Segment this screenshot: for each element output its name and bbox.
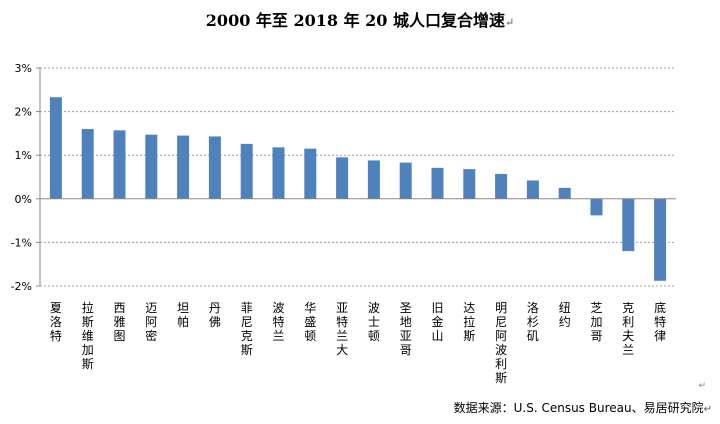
category-label: 拉斯维加斯 (82, 300, 94, 371)
category-label: 迈阿密 (145, 301, 157, 343)
category-label: 纽约 (559, 301, 571, 329)
bar (431, 167, 444, 199)
bar (654, 198, 667, 281)
bar (622, 198, 635, 252)
bar (399, 162, 412, 199)
category-label: 亚特兰大 (336, 301, 348, 357)
y-axis-ticks: 3% 2% 1% 0% -1% -2% (11, 62, 40, 293)
bar (463, 169, 476, 199)
y-tick-label: 0% (15, 193, 32, 206)
bar (558, 187, 571, 199)
category-label: 夏洛特 (50, 301, 62, 343)
bars (49, 97, 667, 281)
y-tick-label: 3% (15, 62, 32, 75)
category-label: 坦帕 (177, 301, 189, 329)
source-paragraph-mark: ↵ (703, 404, 712, 415)
category-label: 西雅图 (113, 301, 125, 343)
bar (177, 135, 190, 199)
source-note: 数据来源：U.S. Census Bureau、易居研究院↵ (454, 399, 712, 416)
bar (49, 97, 62, 199)
title-paragraph-mark: ↵ (504, 16, 515, 29)
category-label: 华盛顿 (304, 301, 316, 343)
y-tick-label: -1% (11, 236, 32, 249)
category-label: 底特律 (654, 300, 666, 343)
category-label: 达拉斯 (463, 301, 475, 343)
gridlines (40, 67, 676, 287)
bar (495, 173, 508, 199)
category-label: 圣地亚哥 (400, 301, 412, 357)
source-text: 数据来源：U.S. Census Bureau、易居研究院 (453, 401, 704, 415)
bar (240, 143, 253, 199)
category-label: 波士顿 (368, 301, 380, 343)
category-label: 菲尼克斯 (241, 301, 253, 357)
y-tick-label: 1% (15, 149, 32, 162)
bar (81, 129, 94, 199)
category-label: 丹佛 (209, 301, 221, 329)
category-label: 芝加哥 (590, 300, 602, 343)
category-label: 洛杉矶 (527, 300, 539, 343)
bar (272, 147, 285, 199)
category-label: 明尼阿波利斯 (495, 301, 507, 385)
bar (367, 160, 380, 199)
bar (113, 130, 126, 199)
category-label: 旧金山 (431, 301, 443, 343)
axes (39, 68, 676, 286)
category-label: 波特兰 (272, 301, 284, 343)
bar (336, 157, 349, 199)
bar (208, 136, 221, 199)
chart-title: 2000 年至 2018 年 20 城人口复合增速↵ (0, 7, 720, 31)
y-tick-label: -2% (11, 280, 32, 293)
chart-title-text: 2000 年至 2018 年 20 城人口复合增速 (205, 11, 505, 30)
category-label: 克利夫兰 (622, 301, 634, 357)
paragraph-mark: ↵ (698, 381, 706, 391)
bar (304, 148, 317, 199)
y-tick-label: 2% (15, 106, 32, 119)
bar (526, 180, 539, 199)
bar (590, 198, 603, 216)
bar (145, 134, 158, 199)
